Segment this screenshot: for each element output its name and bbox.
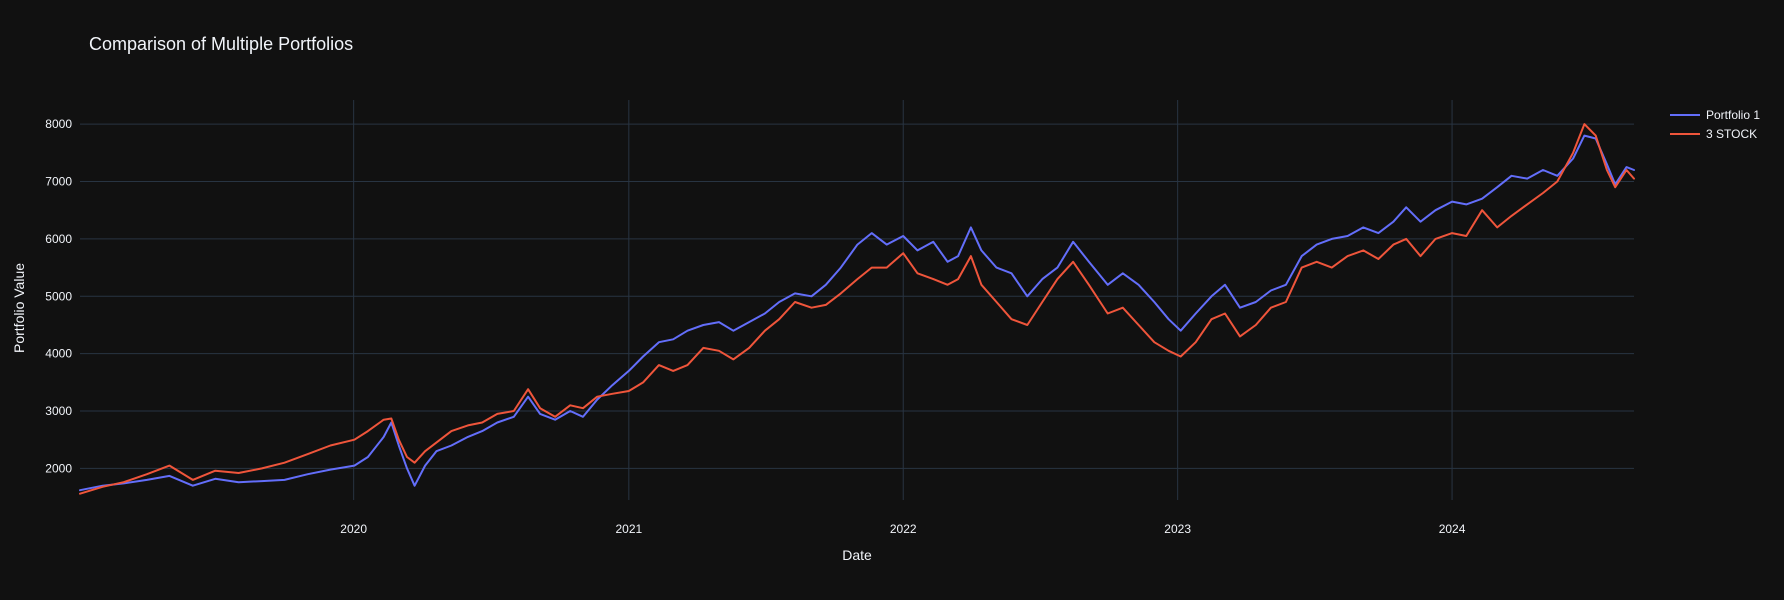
- legend-label-portfolio-1: Portfolio 1: [1706, 108, 1760, 122]
- series-lines: [79, 123, 1635, 495]
- legend-item-3-stock[interactable]: 3 STOCK: [1670, 127, 1757, 141]
- y-tick-label: 6000: [45, 232, 72, 246]
- x-tick-label: 2023: [1164, 522, 1191, 536]
- x-tick-label: 2021: [615, 522, 642, 536]
- gridlines: [80, 100, 1634, 500]
- chart-title: Comparison of Multiple Portfolios: [89, 34, 353, 54]
- legend-label-3-stock: 3 STOCK: [1706, 127, 1757, 141]
- series-line-portfolio-1[interactable]: [79, 134, 1635, 492]
- y-tick-label: 3000: [45, 404, 72, 418]
- x-tick-label: 2020: [340, 522, 367, 536]
- y-axis-title: Portfolio Value: [11, 263, 27, 353]
- y-tick-label: 7000: [45, 174, 72, 188]
- x-tick-label: 2024: [1439, 522, 1466, 536]
- y-tick-label: 2000: [45, 461, 72, 475]
- series-line-3-stock[interactable]: [79, 123, 1635, 495]
- y-tick-label: 5000: [45, 289, 72, 303]
- legend-item-portfolio-1[interactable]: Portfolio 1: [1670, 108, 1760, 122]
- x-axis-title: Date: [842, 547, 872, 563]
- y-tick-label: 4000: [45, 347, 72, 361]
- y-tick-labels: 2000 3000 4000 5000 6000 7000 8000: [45, 117, 72, 475]
- legend: Portfolio 1 3 STOCK: [1670, 108, 1760, 141]
- x-tick-label: 2022: [890, 522, 917, 536]
- y-tick-label: 8000: [45, 117, 72, 131]
- x-tick-labels: 2020 2021 2022 2023 2024: [340, 522, 1465, 536]
